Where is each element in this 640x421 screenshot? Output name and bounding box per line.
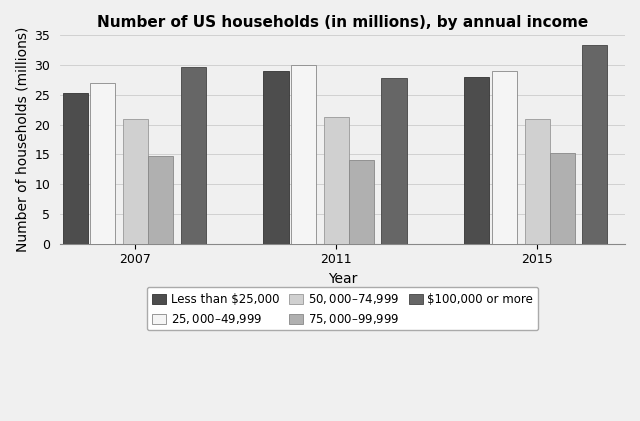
Legend: Less than $25,000, $25,000–$49,999, $50,000–$74,999, $75,000–$99,999, $100,000 o: Less than $25,000, $25,000–$49,999, $50,… xyxy=(147,287,538,330)
Bar xyxy=(324,117,349,244)
Bar xyxy=(381,78,406,244)
Bar xyxy=(525,119,550,244)
Bar xyxy=(264,71,289,244)
Bar xyxy=(90,83,115,244)
Bar xyxy=(492,71,517,244)
Bar xyxy=(582,45,607,244)
Bar xyxy=(349,160,374,244)
Bar xyxy=(550,152,575,244)
Bar xyxy=(291,65,316,244)
Bar xyxy=(148,156,173,244)
Bar xyxy=(180,67,205,244)
X-axis label: Year: Year xyxy=(328,272,357,286)
Y-axis label: Number of households (millions): Number of households (millions) xyxy=(15,27,29,252)
Bar xyxy=(63,93,88,244)
Title: Number of US households (in millions), by annual income: Number of US households (in millions), b… xyxy=(97,15,588,30)
Bar xyxy=(465,77,490,244)
Bar xyxy=(123,119,148,244)
